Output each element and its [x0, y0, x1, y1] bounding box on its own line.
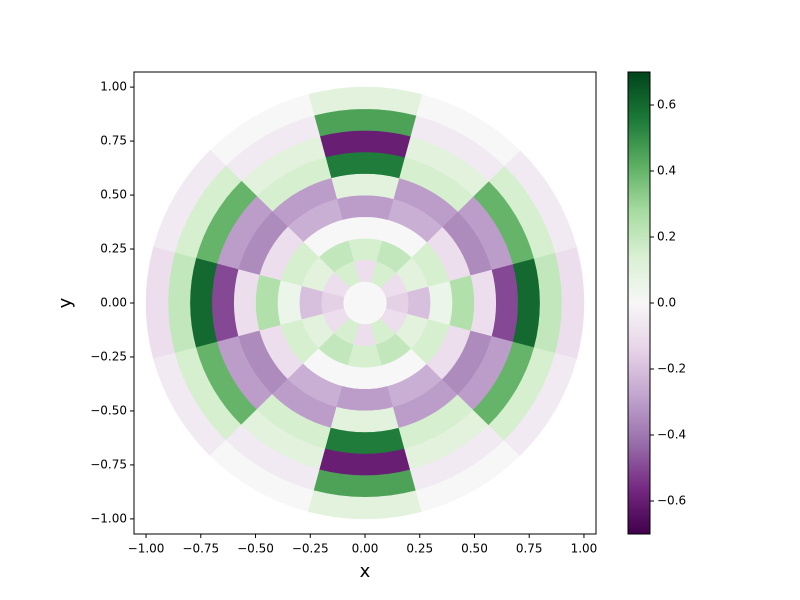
y-tick-label: 0.00 — [100, 296, 127, 310]
colorbar-tick-label: −0.6 — [657, 494, 686, 508]
colorbar-tick-label: 0.4 — [657, 164, 676, 178]
y-tick-label: 1.00 — [100, 80, 127, 94]
cell — [428, 280, 453, 326]
y-tick-label: 0.50 — [100, 188, 127, 202]
cell — [347, 344, 383, 369]
cell — [406, 285, 431, 321]
y-tick-label: −0.25 — [90, 349, 127, 363]
y-tick-label: −0.50 — [90, 403, 127, 417]
cell — [470, 269, 497, 337]
cell — [330, 406, 400, 433]
x-tick-label: −0.50 — [237, 542, 274, 556]
cell — [233, 269, 260, 337]
y-tick-label: 0.75 — [100, 134, 127, 148]
x-axis-label: x — [360, 561, 371, 582]
colorbar-tick-label: 0.6 — [657, 98, 676, 112]
x-tick-label: 0.75 — [516, 542, 543, 556]
cell — [336, 386, 394, 412]
y-tick-label: 0.25 — [100, 242, 127, 256]
cell — [255, 274, 281, 332]
colorbar-tick-label: 0.0 — [657, 296, 676, 310]
cell — [503, 352, 577, 457]
cell — [341, 216, 389, 241]
x-tick-label: −1.00 — [128, 542, 165, 556]
y-tick-label: −0.75 — [90, 457, 127, 471]
heatmap — [145, 86, 585, 520]
x-tick-label: 0.25 — [406, 542, 433, 556]
y-tick-label: −1.00 — [90, 511, 127, 525]
colorbar-tick-label: 0.2 — [657, 230, 676, 244]
cell — [347, 237, 383, 262]
cell — [299, 285, 324, 321]
colorbar-tick-label: −0.2 — [657, 362, 686, 376]
cell — [449, 274, 475, 332]
x-tick-label: −0.25 — [292, 542, 329, 556]
colorbar-tick-label: −0.4 — [657, 428, 686, 442]
x-tick-label: 1.00 — [571, 542, 598, 556]
x-tick-label: 0.50 — [461, 542, 488, 556]
x-tick-label: 0.00 — [352, 542, 379, 556]
y-axis-label: y — [55, 297, 76, 308]
cell — [330, 173, 400, 200]
colorbar — [627, 71, 651, 535]
cell — [341, 365, 389, 390]
x-tick-label: −0.75 — [182, 542, 219, 556]
cell — [336, 194, 394, 220]
cell — [277, 280, 302, 326]
